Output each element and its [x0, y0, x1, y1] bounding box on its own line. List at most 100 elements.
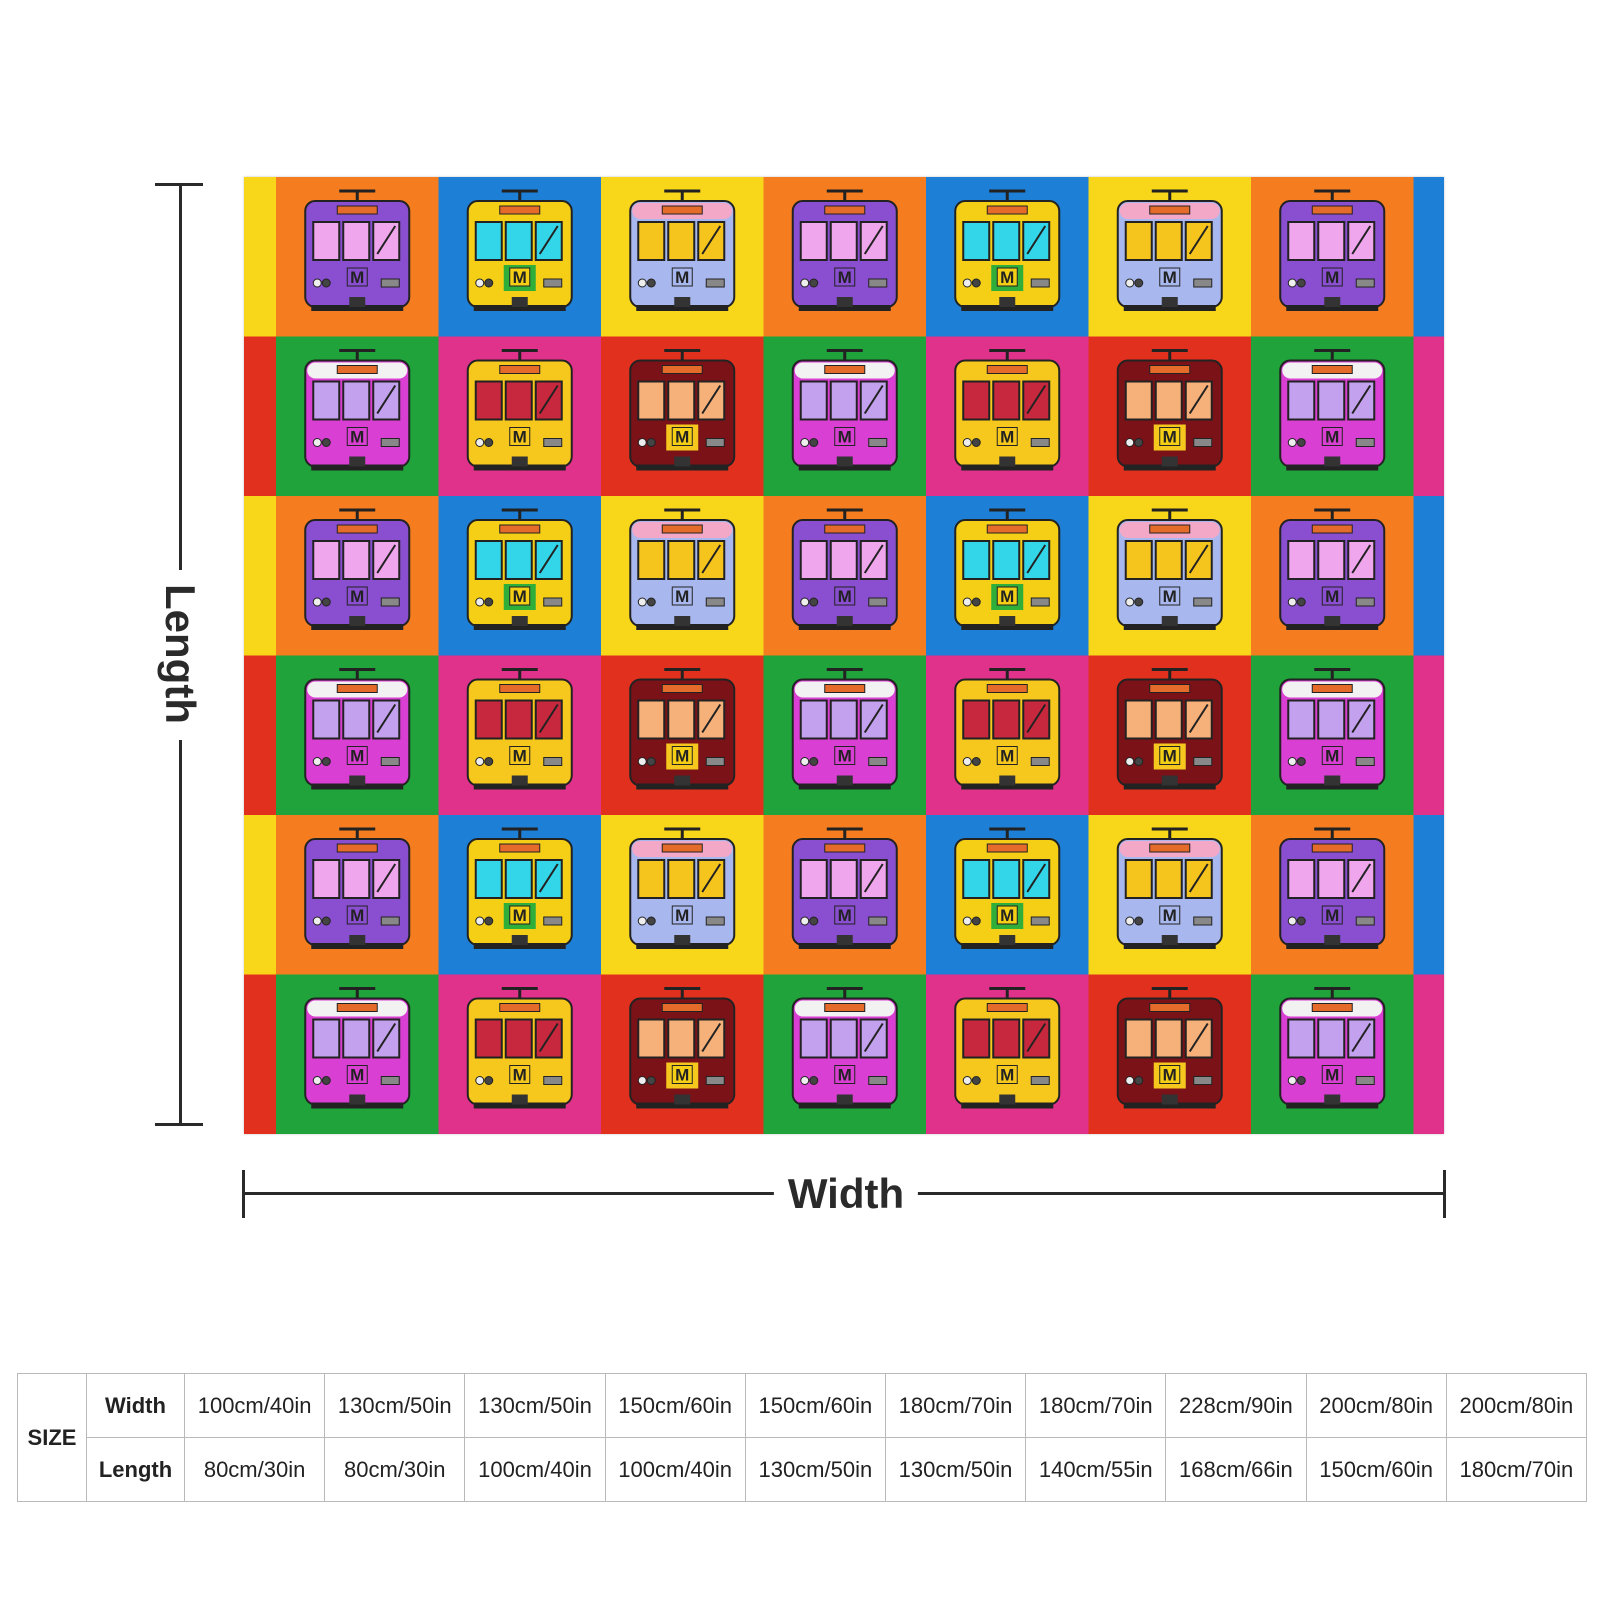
size-header: SIZE	[17, 1373, 87, 1502]
train-pattern: M M M M M M M M M M M M M M M M M M M M M M M M M M M M M M M M M M M M M M M M…	[244, 177, 1444, 1134]
train-tile: M	[1251, 655, 1415, 816]
length-cell: 100cm/40in	[464, 1437, 606, 1502]
width-cell: 100cm/40in	[183, 1373, 326, 1438]
train-tile: M	[926, 496, 1090, 657]
width-cell: 180cm/70in	[884, 1373, 1027, 1438]
svg-text:M: M	[675, 1066, 689, 1085]
train-tile: M	[276, 496, 440, 657]
train-tile: M	[1088, 815, 1252, 976]
width-cell: 228cm/90in	[1165, 1373, 1307, 1438]
svg-text:M: M	[1325, 747, 1339, 766]
svg-text:M: M	[838, 747, 852, 766]
svg-text:M: M	[350, 428, 364, 447]
train-tile: M	[763, 336, 927, 497]
svg-text:M: M	[513, 428, 527, 447]
svg-text:M: M	[513, 587, 527, 606]
svg-text:M: M	[838, 268, 852, 287]
blanket-image: M M M M M M M M M M M M M M M M M M M M M M M M M M M M M M M M M M M M M M M M…	[244, 177, 1444, 1134]
svg-text:M: M	[513, 268, 527, 287]
train-tile: M	[438, 974, 602, 1134]
svg-text:M: M	[675, 268, 689, 287]
width-row: SIZE Width 100cm/40in 130cm/50in 130cm/5…	[17, 1373, 1588, 1502]
svg-text:M: M	[838, 428, 852, 447]
train-tile: M	[926, 655, 1090, 816]
train-tile: M	[1251, 336, 1415, 497]
width-cell: 130cm/50in	[324, 1373, 466, 1438]
train-tile: M	[926, 815, 1090, 976]
train-tile: M	[1251, 177, 1415, 338]
train-tile: M	[601, 336, 765, 497]
svg-text:M: M	[1163, 747, 1177, 766]
svg-text:M: M	[675, 906, 689, 925]
length-bottom-cap	[155, 1123, 203, 1126]
svg-text:M: M	[1163, 1066, 1177, 1085]
width-right-cap	[1443, 1170, 1446, 1218]
svg-text:M: M	[1325, 906, 1339, 925]
train-tile: M	[438, 336, 602, 497]
svg-text:M: M	[1000, 906, 1014, 925]
train-tile: M	[438, 496, 602, 657]
svg-text:M: M	[1163, 587, 1177, 606]
train-tile: M	[276, 336, 440, 497]
width-label: Width	[773, 1170, 919, 1218]
train-tile: M	[1251, 496, 1415, 657]
svg-text:M: M	[838, 1066, 852, 1085]
train-tile: M	[926, 177, 1090, 338]
svg-text:M: M	[1163, 906, 1177, 925]
svg-text:M: M	[1000, 268, 1014, 287]
width-cell: 180cm/70in	[1025, 1373, 1167, 1438]
train-tile: M	[438, 177, 602, 338]
train-tile: M	[438, 655, 602, 816]
svg-text:M: M	[675, 428, 689, 447]
svg-text:M: M	[350, 906, 364, 925]
train-tile: M	[763, 974, 927, 1134]
svg-text:M: M	[675, 587, 689, 606]
train-tile: M	[276, 177, 440, 338]
width-cell: 200cm/80in	[1445, 1373, 1588, 1438]
svg-text:M: M	[1000, 428, 1014, 447]
length-cell: 140cm/55in	[1025, 1437, 1167, 1502]
length-cell: 100cm/40in	[604, 1437, 746, 1502]
width-cell: 150cm/60in	[744, 1373, 886, 1438]
train-tile: M	[601, 655, 765, 816]
length-cell: 150cm/60in	[1305, 1437, 1447, 1502]
length-cell: 180cm/70in	[1445, 1437, 1588, 1502]
train-tile: M	[601, 815, 765, 976]
length-cell: 130cm/50in	[744, 1437, 886, 1502]
svg-text:M: M	[1325, 268, 1339, 287]
train-tile: M	[601, 177, 765, 338]
length-cell: 168cm/66in	[1165, 1437, 1307, 1502]
svg-text:M: M	[838, 906, 852, 925]
width-cell: 130cm/50in	[464, 1373, 606, 1438]
svg-text:M: M	[1000, 747, 1014, 766]
length-cell: 80cm/30in	[324, 1437, 466, 1502]
train-tile: M	[1088, 974, 1252, 1134]
svg-text:M: M	[1163, 268, 1177, 287]
length-label: Length	[156, 576, 204, 732]
length-line-top	[179, 183, 182, 570]
svg-text:M: M	[1000, 1066, 1014, 1085]
train-tile: M	[1088, 496, 1252, 657]
length-line-bottom	[179, 740, 182, 1126]
width-row-header: Width	[86, 1373, 185, 1438]
train-tile: M	[438, 815, 602, 976]
svg-text:M: M	[838, 587, 852, 606]
train-tile: M	[1251, 974, 1415, 1134]
train-tile: M	[763, 655, 927, 816]
train-tile: M	[276, 974, 440, 1134]
size-table: SIZE Width 100cm/40in 130cm/50in 130cm/5…	[17, 1373, 1588, 1502]
svg-text:M: M	[350, 747, 364, 766]
svg-text:M: M	[350, 1066, 364, 1085]
svg-text:M: M	[675, 747, 689, 766]
length-cell: 80cm/30in	[183, 1437, 326, 1502]
svg-text:M: M	[1325, 587, 1339, 606]
svg-text:M: M	[513, 906, 527, 925]
svg-text:M: M	[513, 747, 527, 766]
train-tile: M	[763, 496, 927, 657]
svg-text:M: M	[1000, 587, 1014, 606]
